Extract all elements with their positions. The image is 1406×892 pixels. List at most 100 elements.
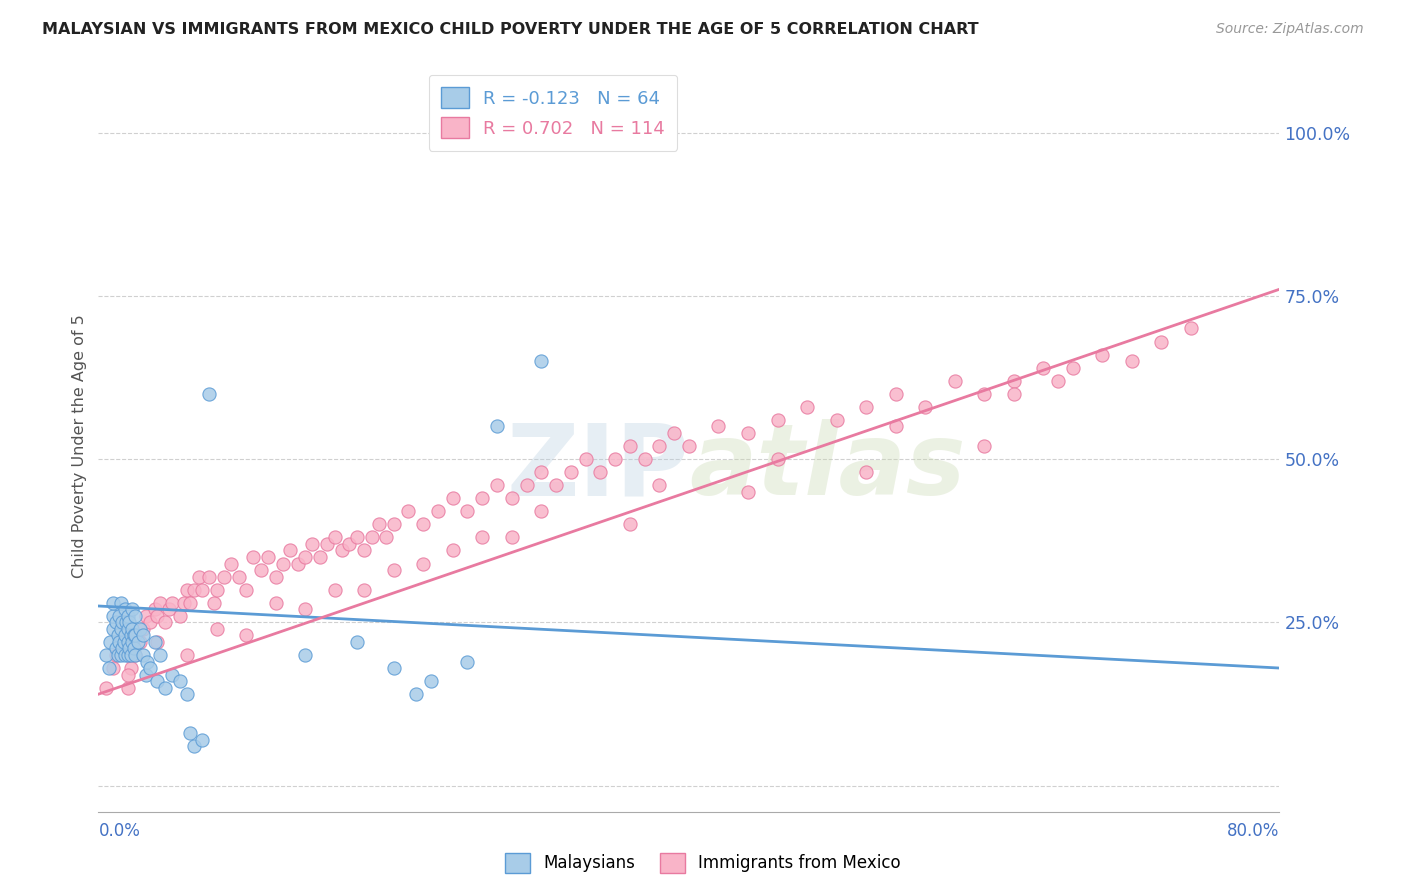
Point: [280, 543, 302, 558]
Point: [323, 530, 346, 544]
Point: [202, 596, 225, 610]
Point: [198, 569, 221, 583]
Point: [149, 596, 172, 610]
Point: [287, 557, 309, 571]
Point: [149, 648, 172, 662]
Point: [501, 530, 523, 544]
Point: [412, 557, 434, 571]
Point: [108, 608, 131, 623]
Point: [943, 374, 966, 388]
Point: [323, 582, 346, 597]
Point: [146, 635, 169, 649]
Point: [128, 622, 150, 636]
Point: [115, 615, 138, 630]
Point: [132, 628, 155, 642]
Point: [136, 655, 159, 669]
Point: [530, 465, 553, 479]
Text: 80.0%: 80.0%: [1227, 822, 1279, 839]
Point: [121, 602, 143, 616]
Point: [205, 582, 228, 597]
Point: [707, 419, 730, 434]
Point: [330, 543, 353, 558]
Point: [648, 439, 671, 453]
Point: [316, 537, 339, 551]
Point: [398, 504, 420, 518]
Point: [212, 569, 235, 583]
Point: [346, 530, 368, 544]
Point: [560, 465, 582, 479]
Text: MALAYSIAN VS IMMIGRANTS FROM MEXICO CHILD POVERTY UNDER THE AGE OF 5 CORRELATION: MALAYSIAN VS IMMIGRANTS FROM MEXICO CHIL…: [42, 22, 979, 37]
Point: [205, 622, 228, 636]
Point: [169, 674, 191, 689]
Point: [250, 563, 273, 577]
Point: [143, 635, 166, 649]
Point: [486, 478, 509, 492]
Point: [382, 517, 405, 532]
Point: [457, 655, 479, 669]
Point: [139, 615, 162, 630]
Point: [111, 615, 134, 630]
Point: [117, 608, 139, 623]
Text: Source: ZipAtlas.com: Source: ZipAtlas.com: [1216, 22, 1364, 37]
Point: [110, 622, 132, 636]
Point: [427, 504, 450, 518]
Point: [117, 635, 139, 649]
Point: [105, 641, 128, 656]
Point: [242, 549, 264, 564]
Point: [1062, 360, 1084, 375]
Point: [117, 667, 139, 681]
Point: [264, 569, 287, 583]
Point: [619, 439, 641, 453]
Point: [108, 635, 131, 649]
Point: [118, 615, 141, 630]
Point: [162, 596, 183, 610]
Point: [1032, 360, 1054, 375]
Point: [110, 596, 132, 610]
Point: [419, 674, 441, 689]
Point: [441, 543, 464, 558]
Point: [375, 530, 398, 544]
Point: [179, 596, 201, 610]
Point: [117, 681, 139, 695]
Point: [94, 681, 117, 695]
Point: [132, 622, 155, 636]
Point: [353, 543, 375, 558]
Point: [124, 648, 146, 662]
Point: [146, 608, 169, 623]
Y-axis label: Child Poverty Under the Age of 5: Child Poverty Under the Age of 5: [72, 314, 87, 578]
Point: [179, 726, 201, 740]
Point: [105, 648, 128, 662]
Point: [157, 602, 180, 616]
Point: [139, 661, 162, 675]
Point: [235, 628, 257, 642]
Point: [183, 582, 205, 597]
Point: [117, 622, 139, 636]
Point: [143, 602, 166, 616]
Point: [111, 641, 134, 656]
Point: [114, 648, 136, 662]
Point: [187, 569, 209, 583]
Point: [169, 608, 191, 623]
Point: [346, 635, 368, 649]
Point: [176, 582, 198, 597]
Point: [271, 557, 294, 571]
Point: [124, 608, 146, 623]
Point: [501, 491, 523, 506]
Point: [117, 648, 139, 662]
Text: 0.0%: 0.0%: [98, 822, 141, 839]
Point: [412, 517, 434, 532]
Point: [648, 478, 671, 492]
Point: [122, 641, 145, 656]
Point: [94, 648, 117, 662]
Point: [1121, 354, 1143, 368]
Point: [135, 608, 157, 623]
Point: [368, 517, 391, 532]
Point: [1150, 334, 1173, 349]
Point: [127, 635, 149, 649]
Point: [766, 413, 789, 427]
Point: [97, 661, 120, 675]
Point: [110, 648, 132, 662]
Point: [103, 622, 125, 636]
Point: [855, 465, 877, 479]
Point: [1002, 386, 1025, 401]
